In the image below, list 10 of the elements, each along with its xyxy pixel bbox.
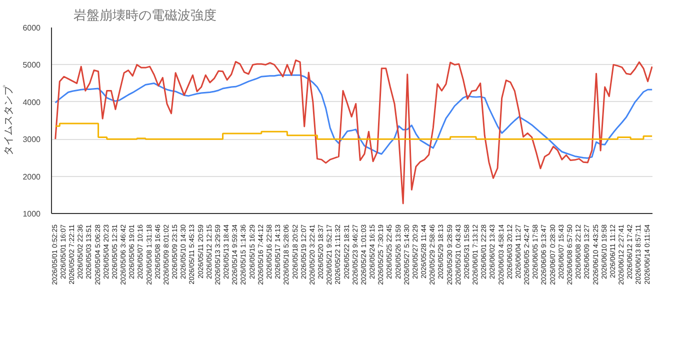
y-tick-label: 2000 bbox=[22, 172, 42, 182]
line-series bbox=[54, 59, 652, 204]
y-tick-label: 6000 bbox=[22, 24, 42, 32]
y-axis-title: タイムスタンプ bbox=[2, 84, 15, 156]
y-tick-label: 4000 bbox=[22, 98, 42, 107]
y-tick-label: 3000 bbox=[22, 135, 42, 144]
chart-title: 岩盤崩壊時の電磁波強度 bbox=[74, 8, 216, 22]
line-series bbox=[54, 74, 652, 159]
y-tick-label: 5000 bbox=[22, 60, 42, 70]
y-tick-label: 1000 bbox=[22, 210, 42, 218]
